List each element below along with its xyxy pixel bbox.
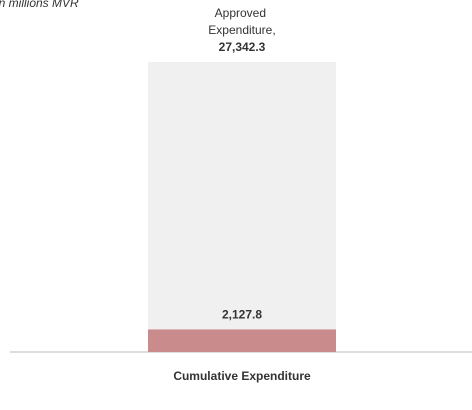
value-label: 27,342.3 [219,40,266,54]
annotation: in millions MVR [0,0,79,10]
bar [148,62,336,352]
value-label: 2,127.8 [222,308,262,322]
legend-label: Approved Expenditure, [208,6,275,37]
bar [148,329,336,352]
x-tick-label: Cumulative Expenditure [173,369,311,383]
